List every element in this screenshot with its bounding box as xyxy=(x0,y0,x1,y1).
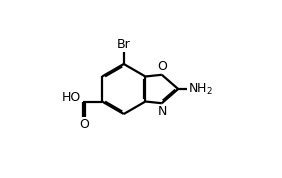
Text: N: N xyxy=(158,105,167,118)
Text: Br: Br xyxy=(117,38,131,51)
Text: O: O xyxy=(158,60,168,73)
Text: NH$_2$: NH$_2$ xyxy=(188,82,213,96)
Text: HO: HO xyxy=(62,91,81,104)
Text: O: O xyxy=(79,118,89,131)
